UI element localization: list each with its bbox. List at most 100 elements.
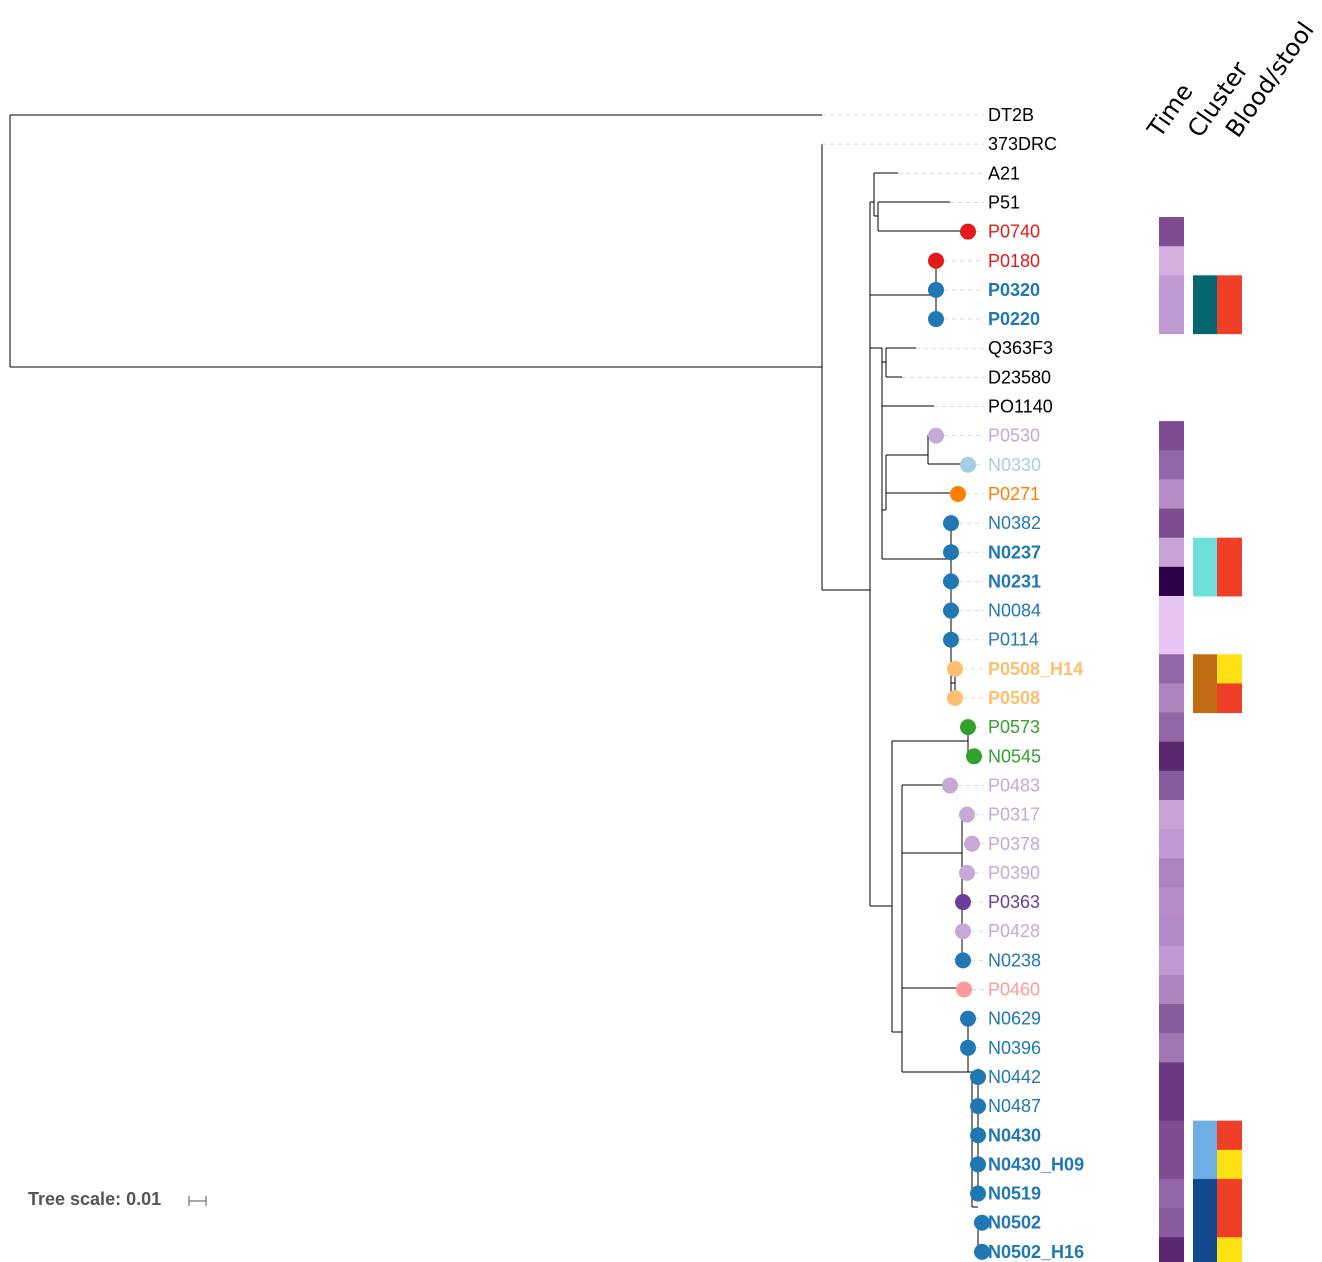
cluster-cell xyxy=(1193,537,1217,568)
tip-label: Q363F3 xyxy=(988,338,1053,358)
tip-n0396: N0396 xyxy=(960,1033,1184,1063)
tip-dot xyxy=(974,1214,990,1231)
time-cell xyxy=(1159,741,1184,772)
cluster-cell xyxy=(1193,1178,1217,1209)
tip-n0502: N0502 xyxy=(974,1208,1242,1238)
tip-p0180: P0180 xyxy=(928,246,1184,276)
tip-p0220: P0220 xyxy=(928,304,1242,335)
tip-n0545: N0545 xyxy=(966,741,1184,772)
time-cell xyxy=(1159,1120,1184,1151)
time-cell xyxy=(1159,1033,1184,1063)
tips-layer: DT2B 373DRC A21 P51 P0740 P0180 P0320 P0220 Q363… xyxy=(822,105,1242,1262)
tip-p0114: P0114 xyxy=(943,625,1184,655)
tip-p0483: P0483 xyxy=(942,770,1184,801)
tip-q363f3: Q363F3 xyxy=(916,338,1053,358)
cluster-cell xyxy=(1193,1149,1217,1180)
time-cell xyxy=(1159,1091,1184,1122)
tip-label: N0442 xyxy=(988,1067,1041,1087)
tip-a21: A21 xyxy=(898,163,1020,183)
tree-scale-bar xyxy=(188,1196,207,1206)
tip-dot xyxy=(928,427,944,444)
tip-label: N0237 xyxy=(988,542,1041,562)
tip-dot xyxy=(943,544,959,561)
tip-dot xyxy=(928,252,944,269)
tip-label: P0378 xyxy=(988,834,1040,854)
tip-label: P0180 xyxy=(988,251,1040,271)
tip-label: P0390 xyxy=(988,863,1040,883)
tip-label: N0238 xyxy=(988,950,1041,970)
tip-dt2b: DT2B xyxy=(822,105,1034,125)
tip-label: P0220 xyxy=(988,309,1040,329)
tip-p0320: P0320 xyxy=(928,275,1242,305)
time-cell xyxy=(1159,566,1184,597)
tip-dot xyxy=(955,894,971,911)
tip-label: N0231 xyxy=(988,571,1041,591)
tip-label: N0430_H09 xyxy=(988,1154,1084,1174)
cluster-cell xyxy=(1193,683,1217,714)
tip-label: PO1140 xyxy=(988,397,1053,417)
tip-p0428: P0428 xyxy=(955,916,1184,947)
tip-n0238: N0238 xyxy=(955,945,1184,976)
tip-p0317: P0317 xyxy=(959,800,1184,830)
time-cell xyxy=(1159,829,1184,859)
source-cell xyxy=(1217,1208,1242,1238)
cluster-cell xyxy=(1193,1120,1217,1151)
tip-label: P51 xyxy=(988,192,1020,212)
tip-p0390: P0390 xyxy=(959,858,1184,888)
source-cell xyxy=(1217,654,1242,684)
tip-dot xyxy=(928,311,944,328)
source-cell xyxy=(1217,566,1242,597)
tip-dot xyxy=(950,485,966,502)
tip-dot xyxy=(960,1010,976,1027)
tip-label: P0114 xyxy=(988,630,1039,650)
tip-d23580: D23580 xyxy=(902,367,1051,387)
tip-label: N0382 xyxy=(988,513,1041,533)
tip-label: P0363 xyxy=(988,892,1040,912)
time-cell xyxy=(1159,479,1184,510)
tip-dot xyxy=(970,1068,986,1085)
tip-n0382: N0382 xyxy=(943,508,1184,539)
tip-dot xyxy=(974,1243,990,1260)
time-cell xyxy=(1159,450,1184,480)
tip-n0430: N0430 xyxy=(970,1120,1242,1151)
tip-label: N0502_H16 xyxy=(988,1242,1084,1262)
tip-label: N0396 xyxy=(988,1038,1041,1058)
time-cell xyxy=(1159,304,1184,335)
tip-label: P0320 xyxy=(988,280,1040,300)
tip-n0084: N0084 xyxy=(943,595,1184,626)
tip-p0508_h14: P0508_H14 xyxy=(947,654,1242,684)
time-cell xyxy=(1159,1237,1184,1262)
source-cell xyxy=(1217,537,1242,568)
tip-label: P0573 xyxy=(988,717,1040,737)
cluster-cell xyxy=(1193,566,1217,597)
tip-dot xyxy=(960,456,976,473)
time-cell xyxy=(1159,654,1184,684)
tip-p51: P51 xyxy=(950,192,1020,212)
cluster-cell xyxy=(1193,1208,1217,1238)
tip-label: P0508_H14 xyxy=(988,659,1083,679)
cluster-cell xyxy=(1193,304,1217,335)
tip-label: N0430 xyxy=(988,1125,1041,1145)
tip-p0530: P0530 xyxy=(928,421,1184,451)
time-cell xyxy=(1159,217,1184,247)
tip-label: N0629 xyxy=(988,1009,1041,1029)
tip-label: P0271 xyxy=(988,484,1040,504)
cluster-cell xyxy=(1193,1237,1217,1262)
tree-scale-label: Tree scale: 0.01 xyxy=(28,1189,161,1209)
tip-dot xyxy=(943,602,959,619)
time-cell xyxy=(1159,275,1184,305)
tip-label: N0502 xyxy=(988,1213,1041,1233)
time-cell xyxy=(1159,246,1184,276)
time-cell xyxy=(1159,625,1184,655)
tip-p0740: P0740 xyxy=(960,217,1184,247)
source-cell xyxy=(1217,1149,1242,1180)
tip-dot xyxy=(960,719,976,736)
tip-dot xyxy=(955,952,971,969)
tip-p0363: P0363 xyxy=(955,887,1184,918)
source-cell xyxy=(1217,683,1242,714)
tip-dot xyxy=(956,981,972,998)
tip-label: P0460 xyxy=(988,980,1040,1000)
time-cell xyxy=(1159,1208,1184,1238)
tip-p0508: P0508 xyxy=(947,683,1242,714)
